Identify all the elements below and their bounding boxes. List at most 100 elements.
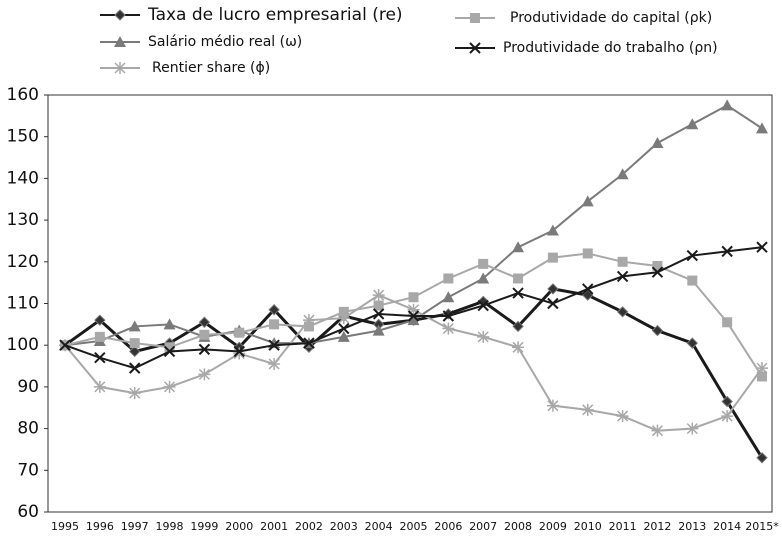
marker bbox=[651, 324, 664, 337]
marker bbox=[686, 118, 699, 130]
legend-label: Produtividade do trabalho (ρn) bbox=[503, 40, 718, 56]
x-tick-label: 2003 bbox=[330, 520, 358, 533]
marker bbox=[651, 424, 664, 437]
marker bbox=[128, 362, 141, 374]
marker bbox=[616, 168, 629, 180]
marker bbox=[128, 320, 141, 332]
x-tick-label: 2004 bbox=[365, 520, 393, 533]
marker bbox=[756, 241, 768, 253]
y-tick-label: 140 bbox=[7, 168, 39, 188]
marker bbox=[234, 327, 245, 338]
x-tick-label: 2000 bbox=[225, 520, 253, 533]
marker bbox=[338, 306, 349, 317]
marker bbox=[756, 362, 768, 375]
marker bbox=[651, 136, 664, 148]
marker bbox=[617, 256, 628, 267]
marker bbox=[302, 314, 315, 327]
marker bbox=[373, 300, 384, 311]
marker bbox=[59, 339, 71, 351]
x-tick-label: 2002 bbox=[295, 520, 323, 533]
x-tick-label: 2006 bbox=[434, 520, 462, 533]
legend-marker bbox=[469, 42, 481, 54]
marker bbox=[372, 308, 385, 320]
marker bbox=[478, 258, 489, 269]
marker bbox=[547, 297, 559, 310]
marker bbox=[756, 122, 768, 134]
x-tick-label: 2010 bbox=[574, 520, 602, 533]
y-tick-label: 90 bbox=[17, 377, 39, 397]
marker bbox=[721, 410, 734, 423]
legend-marker bbox=[114, 62, 126, 74]
marker bbox=[128, 387, 141, 400]
marker bbox=[477, 272, 490, 284]
x-tick-label: 2013 bbox=[678, 520, 706, 533]
x-tick-label: 1997 bbox=[121, 520, 149, 533]
legend-label: Taxa de lucro empresarial (re) bbox=[147, 5, 403, 25]
marker bbox=[198, 316, 211, 328]
marker bbox=[652, 260, 663, 271]
marker bbox=[198, 368, 211, 381]
marker bbox=[581, 195, 594, 207]
marker bbox=[199, 329, 210, 340]
marker bbox=[164, 342, 175, 353]
marker bbox=[94, 352, 106, 364]
marker bbox=[722, 317, 733, 328]
marker bbox=[268, 357, 281, 370]
marker bbox=[512, 287, 524, 299]
legend-label: Rentier share (ϕ) bbox=[152, 60, 270, 76]
marker bbox=[408, 292, 419, 303]
marker bbox=[616, 270, 629, 283]
y-tick-label: 110 bbox=[7, 294, 39, 314]
y-tick-label: 120 bbox=[7, 252, 39, 272]
marker bbox=[372, 289, 385, 302]
y-tick-label: 130 bbox=[7, 210, 39, 230]
marker bbox=[407, 310, 420, 322]
marker bbox=[338, 322, 350, 335]
x-tick-label: 2012 bbox=[643, 520, 671, 533]
x-tick-label: 1998 bbox=[156, 520, 184, 533]
marker bbox=[303, 337, 315, 349]
marker bbox=[233, 345, 245, 358]
marker bbox=[582, 248, 593, 259]
marker bbox=[686, 422, 699, 435]
y-tick-label: 80 bbox=[17, 419, 39, 439]
marker bbox=[303, 321, 314, 332]
marker bbox=[477, 299, 489, 312]
y-tick-label: 150 bbox=[7, 127, 39, 147]
marker bbox=[616, 410, 629, 423]
marker bbox=[687, 275, 698, 286]
marker bbox=[129, 338, 140, 349]
legend-label: Produtividade do capital (ρk) bbox=[510, 10, 712, 26]
marker bbox=[268, 339, 280, 351]
marker bbox=[721, 395, 733, 408]
marker bbox=[407, 303, 420, 316]
marker bbox=[616, 306, 629, 318]
marker bbox=[337, 312, 350, 325]
legend-marker bbox=[114, 36, 126, 47]
marker bbox=[442, 291, 455, 303]
x-tick-label: 2001 bbox=[260, 520, 288, 533]
x-tick-label: 2011 bbox=[609, 520, 637, 533]
marker bbox=[337, 330, 350, 342]
x-tick-label: 2015* bbox=[745, 520, 779, 533]
marker bbox=[442, 322, 455, 335]
marker bbox=[128, 345, 141, 358]
marker bbox=[512, 320, 524, 333]
marker bbox=[372, 324, 385, 336]
y-tick-label: 100 bbox=[7, 335, 39, 355]
marker bbox=[269, 319, 280, 330]
marker bbox=[757, 371, 767, 382]
marker bbox=[163, 380, 176, 393]
marker bbox=[547, 283, 559, 295]
marker bbox=[547, 252, 558, 263]
x-tick-label: 2005 bbox=[400, 520, 428, 533]
marker bbox=[513, 273, 524, 284]
marker bbox=[442, 310, 455, 322]
marker bbox=[268, 304, 280, 316]
x-tick-label: 2007 bbox=[469, 520, 497, 533]
plot-area bbox=[47, 94, 773, 513]
legend-marker bbox=[470, 13, 480, 23]
marker bbox=[721, 245, 733, 258]
marker bbox=[94, 331, 105, 342]
